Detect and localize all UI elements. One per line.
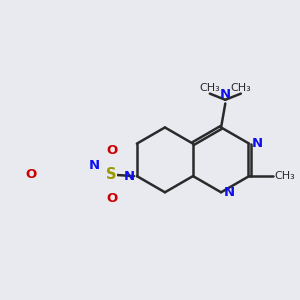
Text: O: O	[26, 168, 37, 181]
Text: CH₃: CH₃	[230, 83, 251, 93]
Text: N: N	[252, 136, 263, 150]
Text: CH₃: CH₃	[274, 171, 295, 181]
Text: O: O	[106, 192, 118, 205]
Text: O: O	[106, 145, 118, 158]
Text: N: N	[220, 88, 231, 101]
Text: S: S	[106, 167, 117, 182]
Text: N: N	[224, 186, 235, 200]
Text: CH₃: CH₃	[200, 83, 220, 93]
Text: N: N	[124, 170, 135, 183]
Text: N: N	[88, 159, 100, 172]
